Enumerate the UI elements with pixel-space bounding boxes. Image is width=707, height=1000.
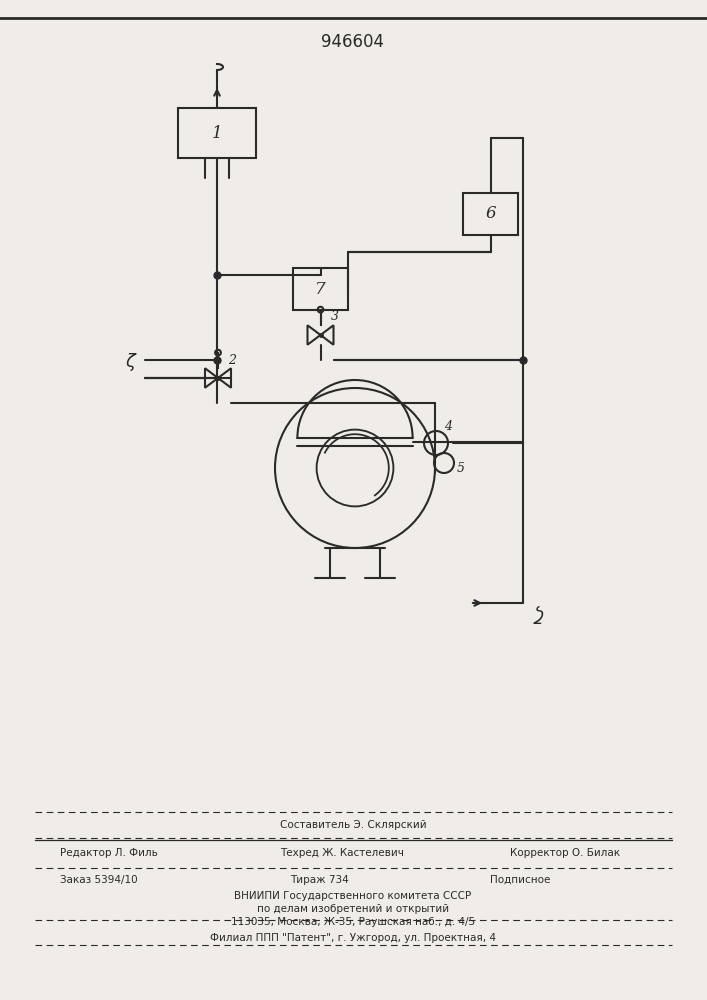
Text: Заказ 5394/10: Заказ 5394/10 <box>60 875 138 885</box>
Text: ζ: ζ <box>125 353 135 371</box>
Text: Редактор Л. Филь: Редактор Л. Филь <box>60 848 158 858</box>
Text: Техред Ж. Кастелевич: Техред Ж. Кастелевич <box>280 848 404 858</box>
Bar <box>178 108 256 158</box>
Text: 5: 5 <box>457 462 465 475</box>
Text: Составитель Э. Склярский: Составитель Э. Склярский <box>280 820 426 830</box>
Text: Подписное: Подписное <box>490 875 550 885</box>
Text: 946604: 946604 <box>322 33 385 51</box>
Text: 4: 4 <box>445 420 452 432</box>
Text: 6: 6 <box>485 206 496 223</box>
Text: 7: 7 <box>315 280 326 298</box>
Text: ζ: ζ <box>535 604 545 622</box>
Bar <box>293 268 348 310</box>
Text: Тираж 734: Тираж 734 <box>290 875 349 885</box>
Text: 113035, Москва, Ж-35, Раушская наб., д. 4/5: 113035, Москва, Ж-35, Раушская наб., д. … <box>231 917 475 927</box>
Bar <box>463 193 518 235</box>
Text: Филиал ППП "Патент", г. Ужгород, ул. Проектная, 4: Филиал ППП "Патент", г. Ужгород, ул. Про… <box>210 933 496 943</box>
Text: по делам изобретений и открытий: по делам изобретений и открытий <box>257 904 449 914</box>
Text: 2: 2 <box>228 354 236 366</box>
Text: ВНИИПИ Государственного комитета СССР: ВНИИПИ Государственного комитета СССР <box>235 891 472 901</box>
Text: Корректор О. Билак: Корректор О. Билак <box>510 848 620 858</box>
Text: 3: 3 <box>330 310 339 324</box>
Text: 1: 1 <box>211 124 222 141</box>
